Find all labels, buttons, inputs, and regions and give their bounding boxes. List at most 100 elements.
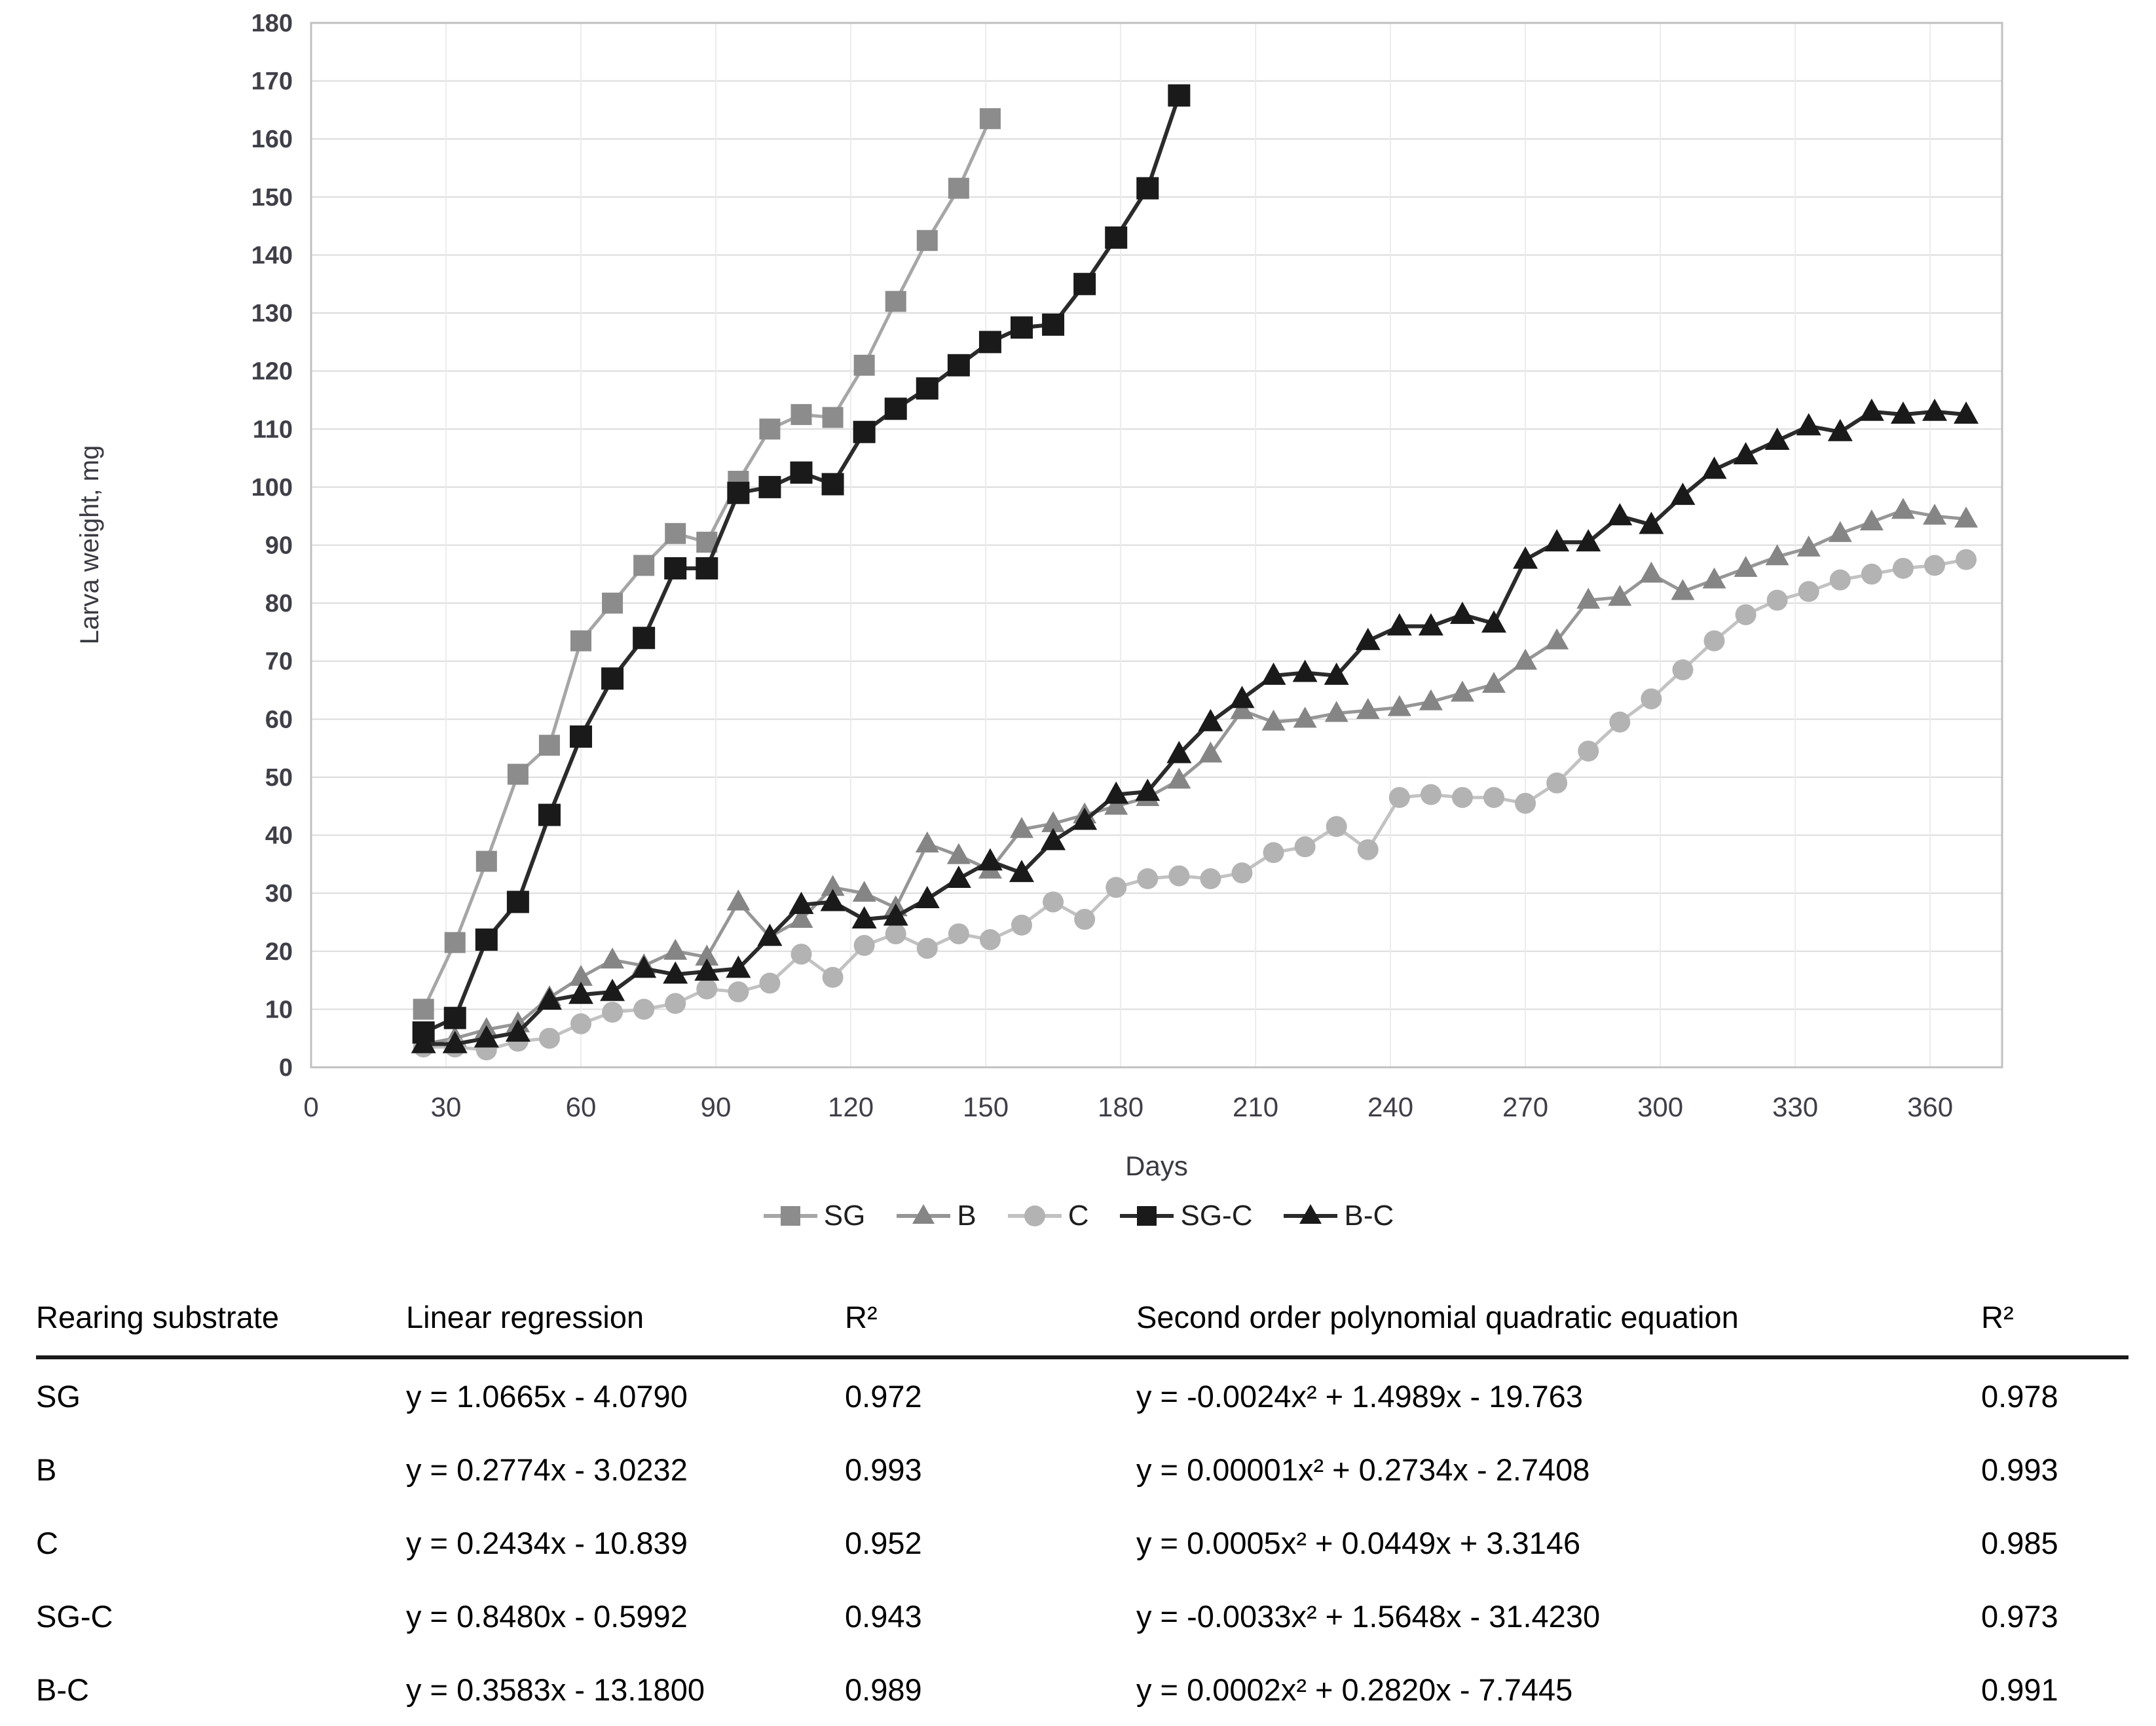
data-point-marker <box>821 875 845 896</box>
data-point-marker <box>1924 555 1945 576</box>
legend-item-C[interactable]: C <box>1007 1200 1089 1232</box>
data-point-marker <box>1041 811 1066 832</box>
table-cell-r3-c1: y = 0.8480x - 0.5992 <box>406 1598 688 1634</box>
data-point-marker <box>1010 316 1033 339</box>
data-point-marker <box>694 958 720 981</box>
x-tick-label: 120 <box>828 1092 874 1122</box>
data-point-marker <box>1011 914 1032 936</box>
data-point-marker <box>1608 585 1632 606</box>
data-point-marker <box>1072 807 1098 830</box>
regression-table-header: Rearing substrate Linear regression R² Seco… <box>36 1278 2128 1355</box>
table-header-cell-0: Rearing substrate <box>36 1299 279 1334</box>
legend-marker-SG-C <box>1120 1206 1174 1226</box>
data-point-marker <box>1105 226 1128 249</box>
data-point-marker <box>728 981 749 1002</box>
legend-item-SG-C[interactable]: SG-C <box>1119 1200 1252 1232</box>
data-point-marker <box>1136 177 1159 200</box>
regression-table-body: SG y = 1.0665x - 4.0790 0.972 y = -0.0024x²… <box>36 1359 2128 1726</box>
data-point-marker <box>1545 628 1569 650</box>
data-point-marker <box>1386 613 1412 636</box>
data-point-marker <box>1734 555 1758 577</box>
data-point-marker <box>633 627 656 650</box>
table-cell-r2-c4: 0.985 <box>1981 1525 2058 1560</box>
data-point-marker <box>1764 428 1790 450</box>
table-cell-r1-c0: B <box>36 1452 57 1487</box>
table-cell-r0-c0: SG <box>36 1378 81 1414</box>
data-point-marker <box>538 803 561 826</box>
data-point-marker <box>1796 535 1821 557</box>
data-point-marker <box>820 889 846 911</box>
data-point-marker <box>1135 779 1161 801</box>
data-point-marker <box>727 481 750 504</box>
data-point-marker <box>1299 1204 1322 1224</box>
data-point-marker <box>1892 557 1914 579</box>
y-tick-label: 0 <box>279 1054 293 1082</box>
data-point-marker <box>411 1031 436 1054</box>
data-point-marker <box>1641 688 1662 710</box>
data-point-marker <box>695 944 719 966</box>
data-point-marker <box>853 354 875 376</box>
table-cell-r1-c1: y = 0.2774x - 3.0232 <box>406 1452 688 1487</box>
data-point-marker <box>507 763 529 785</box>
data-point-marker <box>1609 711 1631 733</box>
legend-label: SG-C <box>1180 1200 1253 1232</box>
data-point-marker <box>1483 786 1505 808</box>
legend-item-SG[interactable]: SG <box>762 1200 865 1232</box>
data-point-marker <box>978 331 1001 354</box>
x-tick-label: 240 <box>1367 1092 1413 1122</box>
data-point-marker <box>1230 698 1254 720</box>
y-tick-label: 30 <box>265 880 293 908</box>
legend-label: B <box>957 1200 976 1232</box>
data-point-marker <box>1074 909 1096 930</box>
data-point-marker <box>1829 569 1851 591</box>
data-point-marker <box>947 354 970 376</box>
table-header-cell-3: Second order polynomial quadratic equati… <box>1136 1299 1739 1334</box>
data-point-marker <box>822 407 844 428</box>
table-cell-r1-c2: 0.993 <box>845 1452 922 1487</box>
data-point-marker <box>758 475 781 498</box>
legend-item-B[interactable]: B <box>895 1200 976 1232</box>
data-point-marker <box>570 1013 592 1035</box>
series-line-B-C <box>423 409 1967 1046</box>
table-header-cell-4: R² <box>1981 1299 2014 1334</box>
series-SG-C <box>412 84 1191 1044</box>
data-point-marker <box>1166 741 1192 763</box>
data-point-marker <box>1859 509 1884 531</box>
data-point-marker <box>1229 686 1255 708</box>
legend-item-B-C[interactable]: B-C <box>1282 1200 1394 1232</box>
data-point-marker <box>1703 630 1725 652</box>
y-tick-label: 70 <box>265 648 293 676</box>
data-point-marker <box>726 955 751 978</box>
data-point-marker <box>664 557 687 579</box>
data-point-marker <box>885 923 906 945</box>
x-tick-label: 330 <box>1772 1092 1818 1122</box>
table-cell-r0-c3: y = -0.0024x² + 1.4989x - 19.763 <box>1136 1378 1583 1414</box>
data-point-marker <box>916 377 939 400</box>
data-point-marker <box>1733 442 1758 465</box>
x-tick-label: 60 <box>566 1092 597 1122</box>
regression-table: Rearing substrate Linear regression R² Seco… <box>36 1278 2128 1726</box>
data-point-marker <box>1702 567 1726 589</box>
data-point-marker <box>948 923 969 945</box>
data-point-marker <box>1387 695 1411 716</box>
data-point-marker <box>726 889 751 911</box>
data-point-marker <box>885 291 906 312</box>
data-point-marker <box>569 964 593 986</box>
data-point-marker <box>1701 456 1727 479</box>
data-point-marker <box>1388 786 1410 808</box>
chart-series <box>411 84 1979 1061</box>
data-point-marker <box>948 177 969 199</box>
legend-label: C <box>1068 1200 1089 1232</box>
data-point-marker <box>538 735 560 756</box>
data-point-marker <box>1043 891 1064 913</box>
y-tick-label: 170 <box>251 68 293 96</box>
data-point-marker <box>1326 816 1347 837</box>
data-point-marker <box>1828 521 1852 542</box>
data-point-marker <box>1891 498 1915 519</box>
data-point-marker <box>979 929 1001 951</box>
data-point-marker <box>1481 610 1507 633</box>
data-point-marker <box>570 630 592 652</box>
table-cell-r3-c4: 0.973 <box>1981 1598 2058 1634</box>
plot-border <box>310 22 2003 1069</box>
data-point-marker <box>631 955 657 978</box>
